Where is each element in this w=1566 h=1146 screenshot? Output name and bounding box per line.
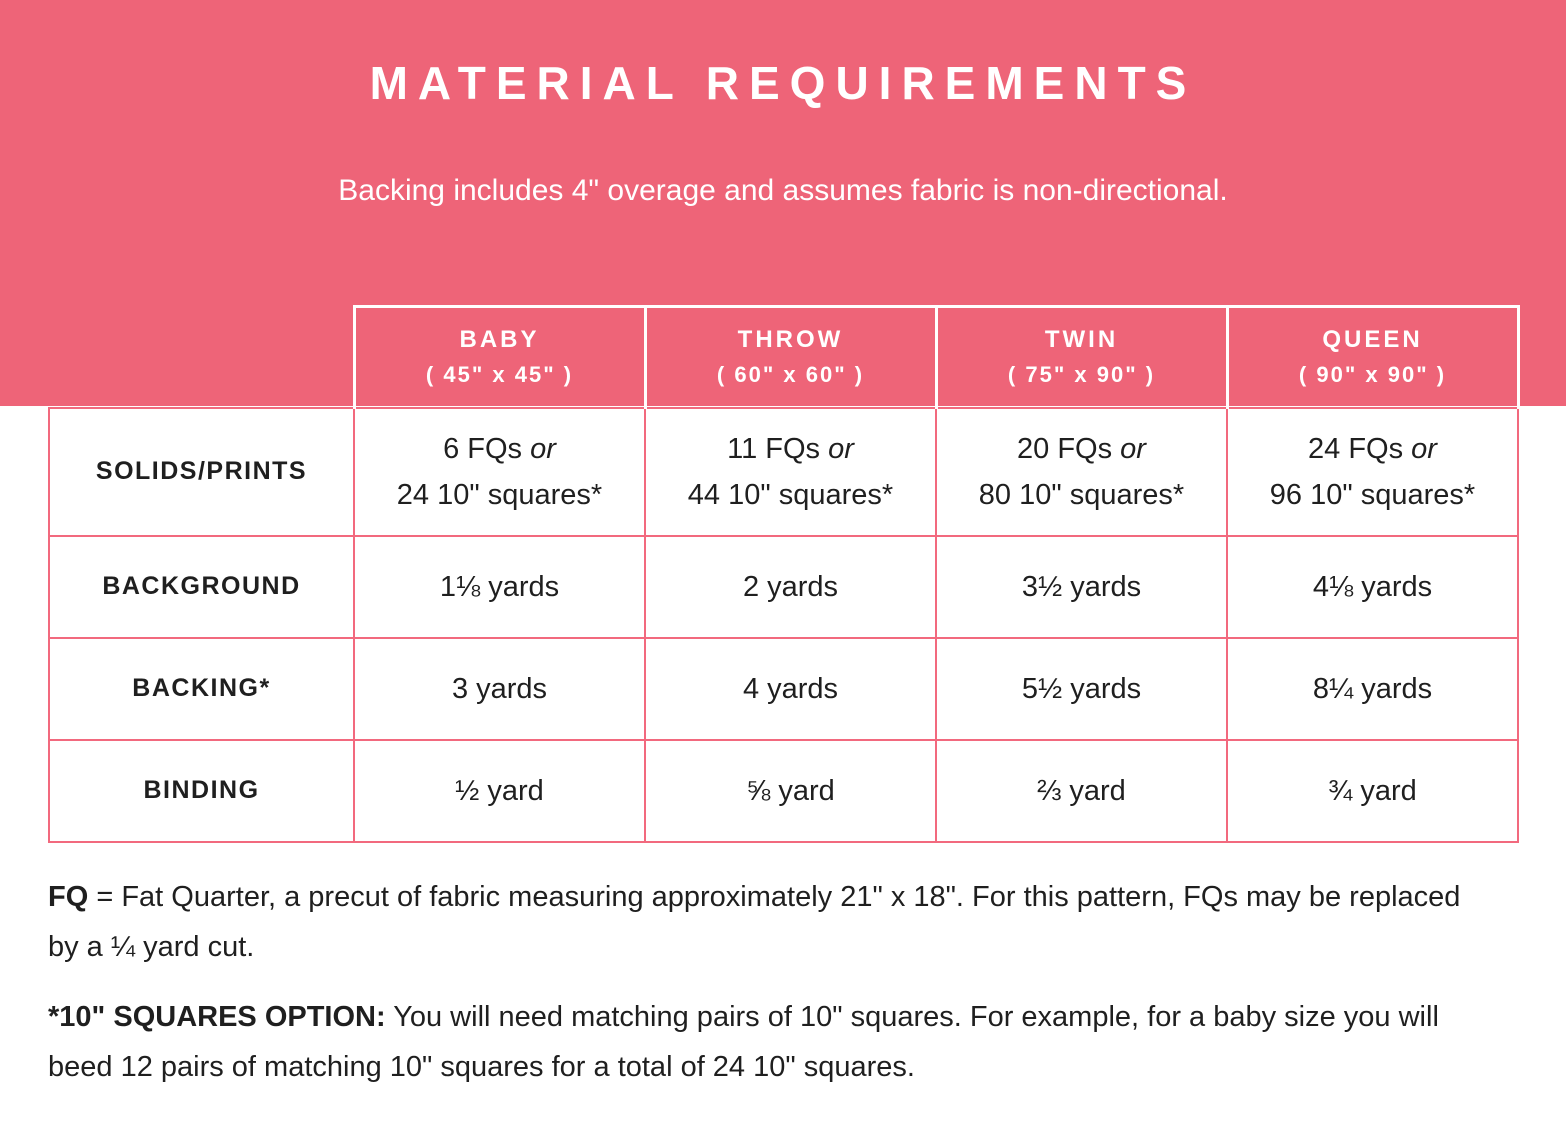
table-cell: 1⅛ yards: [353, 534, 646, 639]
materials-table: BABY ( 45" x 45" ) THROW ( 60" x 60" ) TWIN (…: [48, 305, 1520, 843]
table-cell: 4⅛ yards: [1226, 534, 1519, 639]
table-row: BINDING ½ yard ⅝ yard ⅔ yard ¾ yard: [48, 738, 1519, 843]
table-header-row: BABY ( 45" x 45" ) THROW ( 60" x 60" ) TWIN (…: [49, 305, 1520, 408]
page-title: MATERIAL REQUIREMENTS: [369, 57, 1197, 109]
row-label: BACKING*: [48, 636, 355, 741]
table-cell: 4 yards: [644, 636, 937, 741]
row-label: BINDING: [48, 738, 355, 843]
table-cell: 3½ yards: [935, 534, 1228, 639]
table-row: BACKGROUND 1⅛ yards 2 yards 3½ yards 4⅛ yard…: [48, 534, 1519, 639]
column-header-twin: TWIN ( 75" x 90" ): [934, 305, 1229, 408]
column-size: ( 90" x 90" ): [1298, 361, 1447, 387]
footnote-lead: *10" SQUARES OPTION:: [48, 1001, 386, 1033]
column-size: ( 60" x 60" ): [716, 361, 865, 387]
table-cell: 20 FQs or 80 10" squares*: [935, 406, 1228, 537]
table-cell: 11 FQs or 44 10" squares*: [644, 406, 937, 537]
column-size: ( 75" x 90" ): [1007, 361, 1156, 387]
column-header-throw: THROW ( 60" x 60" ): [643, 305, 938, 408]
table-cell: 24 FQs or 96 10" squares*: [1226, 406, 1519, 537]
table-cell: ⅔ yard: [935, 738, 1228, 843]
table-cell: ¾ yard: [1226, 738, 1519, 843]
table-cell: ⅝ yard: [644, 738, 937, 843]
table-cell: 6 FQs or 24 10" squares*: [353, 406, 646, 537]
banner-subtitle: Backing includes 4" overage and assumes …: [338, 174, 1228, 207]
table-cell: ½ yard: [353, 738, 646, 843]
row-label: BACKGROUND: [48, 534, 355, 639]
footnote: FQ = Fat Quarter, a precut of fabric mea…: [48, 881, 1461, 963]
table-row: BACKING* 3 yards 4 yards 5½ yards 8¼ yards: [48, 636, 1519, 741]
table-cell: 8¼ yards: [1226, 636, 1519, 741]
table-cell: 5½ yards: [935, 636, 1228, 741]
materials-table-container: BABY ( 45" x 45" ) THROW ( 60" x 60" ) TWIN (…: [48, 305, 1520, 843]
table-corner-cell: [49, 307, 354, 408]
row-label: SOLIDS/PRINTS: [48, 406, 355, 537]
table-row: SOLIDS/PRINTS 6 FQs or 24 10" squares* 11 F…: [48, 406, 1519, 537]
table-cell: 2 yards: [644, 534, 937, 639]
table-body: SOLIDS/PRINTS 6 FQs or 24 10" squares* 11 F…: [48, 406, 1519, 843]
column-name: QUEEN: [1322, 325, 1423, 353]
column-header-queen: QUEEN ( 90" x 90" ): [1225, 305, 1520, 408]
column-header-baby: BABY ( 45" x 45" ): [352, 305, 647, 408]
column-name: THROW: [737, 325, 844, 353]
footnotes: FQ = Fat Quarter, a precut of fabric mea…: [48, 872, 1493, 1112]
column-size: ( 45" x 45" ): [425, 361, 574, 387]
footnote-lead: FQ: [48, 881, 89, 913]
table-cell: 3 yards: [353, 636, 646, 741]
column-name: TWIN: [1044, 325, 1119, 353]
footnote: *10" SQUARES OPTION: You will need match…: [48, 1001, 1439, 1083]
column-name: BABY: [459, 325, 540, 353]
